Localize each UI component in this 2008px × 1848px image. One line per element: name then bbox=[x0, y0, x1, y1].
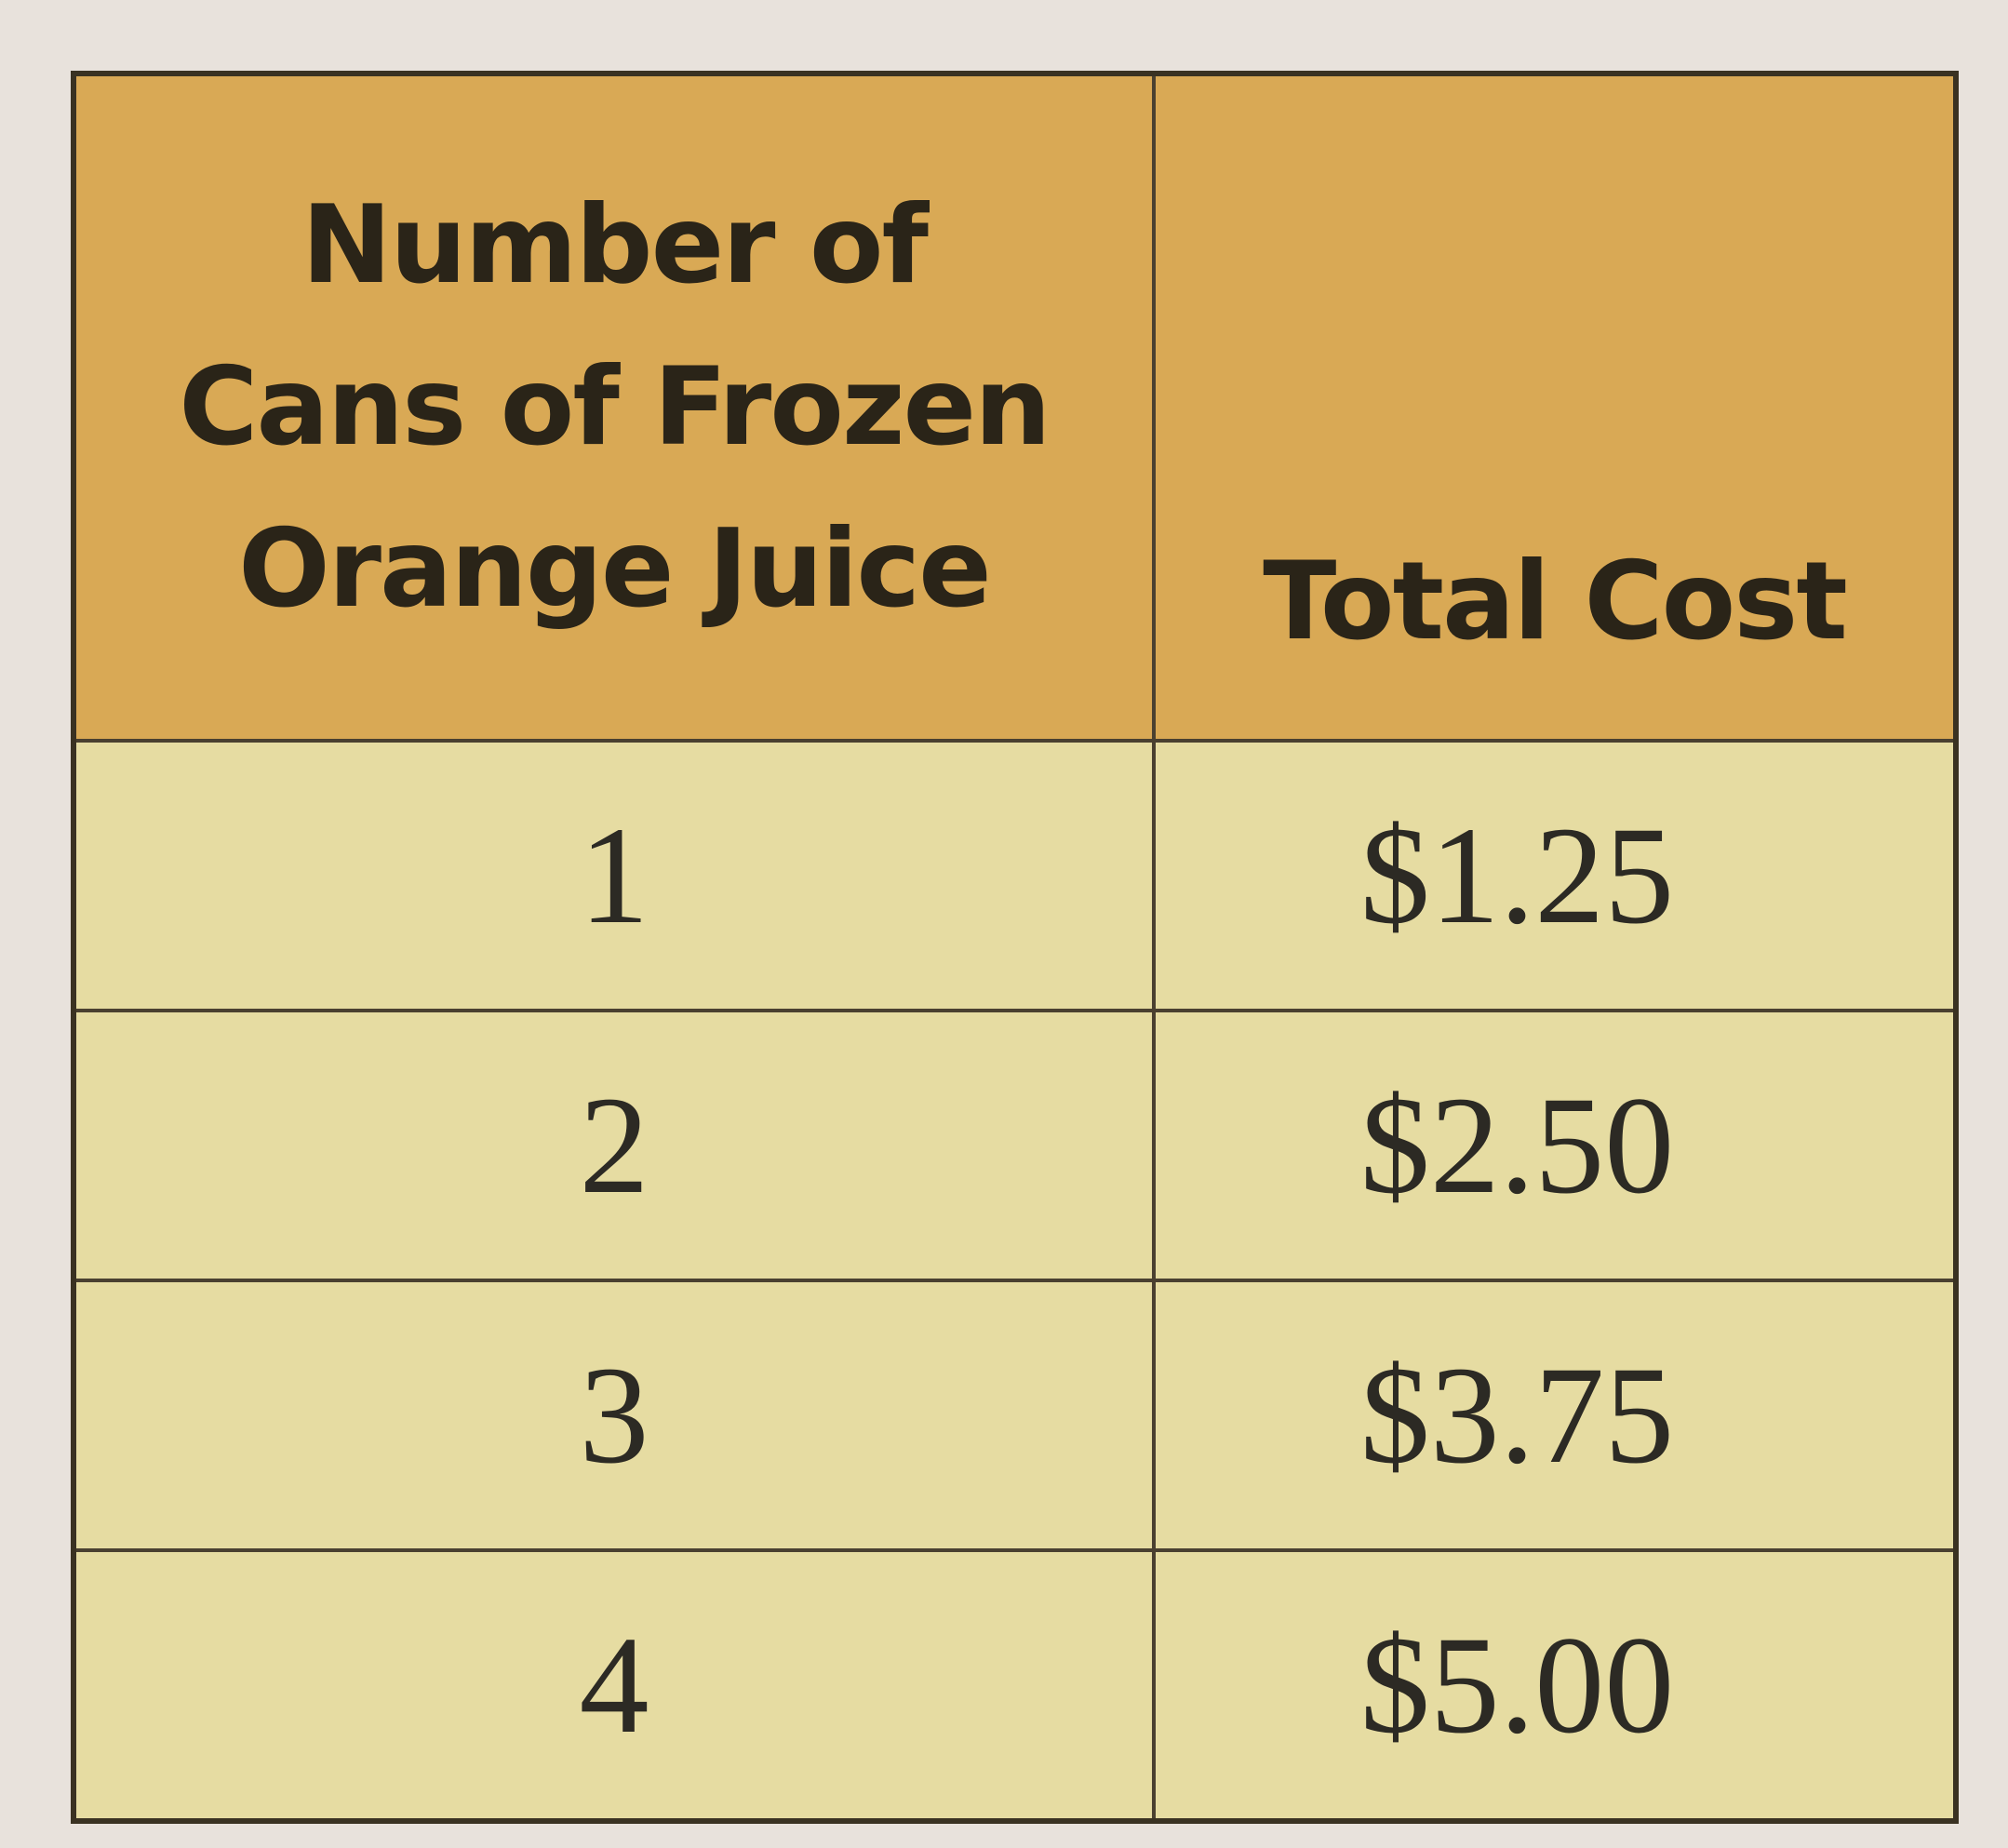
table-row: 1 $1.25 bbox=[72, 739, 1958, 1012]
header-line: Orange Juice bbox=[238, 506, 992, 632]
cost-cell: $5.00 bbox=[1152, 1548, 1958, 1823]
table-row: 4 $5.00 bbox=[72, 1548, 1958, 1823]
cost-table: Number of Cans of Frozen Orange Juice To… bbox=[71, 71, 1959, 1824]
table-row: 3 $3.75 bbox=[72, 1279, 1958, 1552]
table-row: 2 $2.50 bbox=[72, 1009, 1958, 1282]
cans-cell: 2 bbox=[72, 1009, 1156, 1282]
cost-cell: $2.50 bbox=[1152, 1009, 1958, 1282]
header-cell: Total Cost bbox=[1152, 72, 1958, 743]
cost-cell: $1.25 bbox=[1152, 739, 1958, 1012]
cost-cell: $3.75 bbox=[1152, 1279, 1958, 1552]
cans-cell: 4 bbox=[72, 1548, 1156, 1823]
header-row: Number of Cans of Frozen Orange Juice To… bbox=[72, 72, 1958, 743]
cans-cell: 1 bbox=[72, 739, 1156, 1012]
header-cell: Number of Cans of Frozen Orange Juice bbox=[72, 72, 1156, 743]
header-line: Number of bbox=[301, 182, 929, 308]
header-line: Cans of Frozen bbox=[179, 344, 1051, 470]
table-body: 1 $1.25 2 $2.50 3 $3.75 4 $5.00 bbox=[72, 739, 1958, 1823]
header-line: Total Cost bbox=[1263, 539, 1848, 664]
cans-cell: 3 bbox=[72, 1279, 1156, 1552]
